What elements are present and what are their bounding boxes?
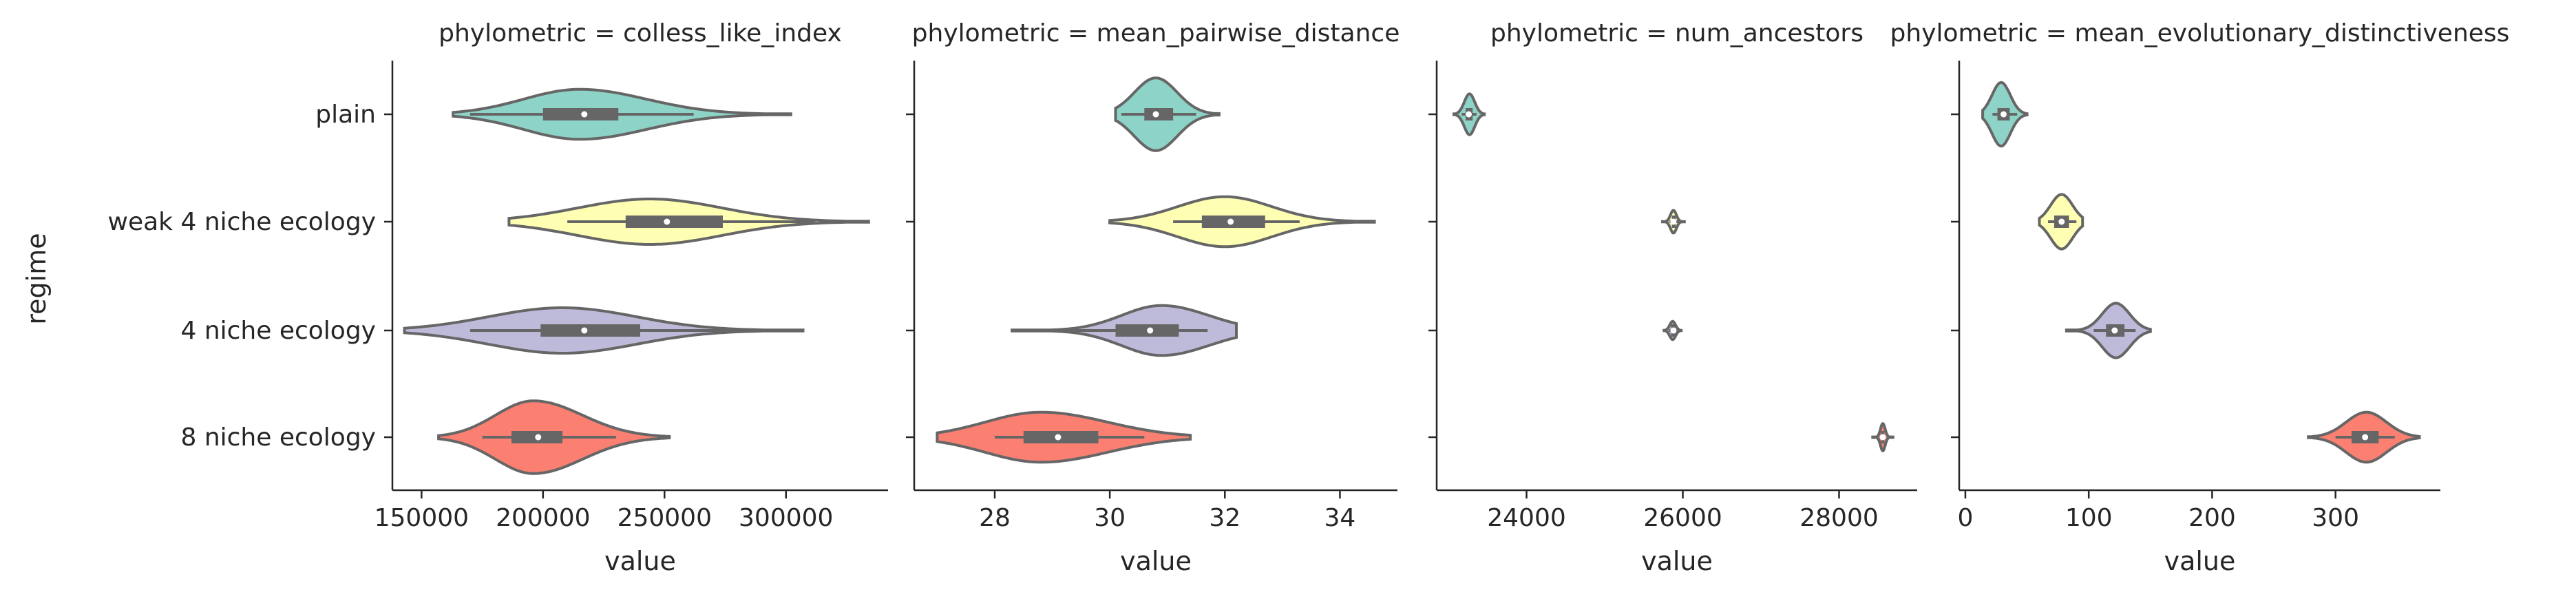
violin-median-dot — [1152, 111, 1159, 118]
violin-median-dot — [664, 218, 671, 225]
x-axis-label: value — [1641, 546, 1713, 576]
violin-median-dot — [1147, 327, 1154, 334]
y-tick-label: plain — [315, 101, 376, 129]
violin-median-dot — [535, 434, 542, 441]
x-tick-label: 150000 — [374, 504, 469, 532]
x-tick-label: 30 — [1094, 504, 1126, 532]
panel-title: phylometric = num_ancestors — [1490, 19, 1864, 48]
facet-panel: phylometric = mean_evolutionary_distinct… — [1890, 19, 2510, 576]
x-axis-label: value — [2164, 546, 2236, 576]
x-tick-label: 200000 — [496, 504, 590, 532]
x-tick-label: 26000 — [1643, 504, 1722, 532]
x-tick-label: 34 — [1324, 504, 1356, 532]
violin-iqr-box — [542, 108, 619, 120]
x-tick-label: 250000 — [617, 504, 712, 532]
x-axis-label: value — [604, 546, 676, 576]
violin-median-dot — [2111, 327, 2118, 334]
y-axis-label: regime — [21, 233, 52, 324]
x-axis-label: value — [1120, 546, 1192, 576]
x-tick-label: 300 — [2312, 504, 2359, 532]
x-tick-label: 32 — [1209, 504, 1241, 532]
x-tick-label: 200 — [2188, 504, 2236, 532]
y-tick-label: 8 niche ecology — [180, 423, 376, 452]
x-tick-label: 24000 — [1487, 504, 1566, 532]
facet-panel: phylometric = num_ancestors 24000 26000 280… — [1428, 19, 1917, 576]
violin-median-dot — [1227, 218, 1234, 225]
y-tick-label: weak 4 niche ecology — [108, 208, 376, 236]
violin-median-dot — [581, 111, 588, 118]
violin-median-dot — [1879, 434, 1886, 441]
y-tick-label: 4 niche ecology — [180, 317, 376, 345]
violin-iqr-box — [540, 324, 640, 337]
x-tick-label: 0 — [1958, 504, 1974, 532]
x-tick-label: 100 — [2065, 504, 2113, 532]
facet-panel: phylometric = mean_pairwise_distance 28 30… — [906, 19, 1400, 576]
violin-median-dot — [1466, 111, 1472, 118]
panel-title: phylometric = mean_pairwise_distance — [912, 19, 1400, 48]
panel-title: phylometric = colless_like_index — [439, 19, 842, 48]
panel-title: phylometric = mean_evolutionary_distinct… — [1890, 19, 2510, 48]
violin-median-dot — [2362, 434, 2369, 441]
violin-median-dot — [1670, 218, 1677, 225]
x-tick-label: 28 — [979, 504, 1011, 532]
violin-median-dot — [2000, 111, 2007, 118]
x-tick-label: 300000 — [739, 504, 833, 532]
violin-median-dot — [581, 327, 588, 334]
violin-iqr-box — [625, 216, 723, 228]
violin-median-dot — [1055, 434, 1062, 441]
violin-median-dot — [2058, 218, 2065, 225]
violin-median-dot — [1670, 327, 1677, 334]
x-tick-label: 28000 — [1799, 504, 1879, 532]
